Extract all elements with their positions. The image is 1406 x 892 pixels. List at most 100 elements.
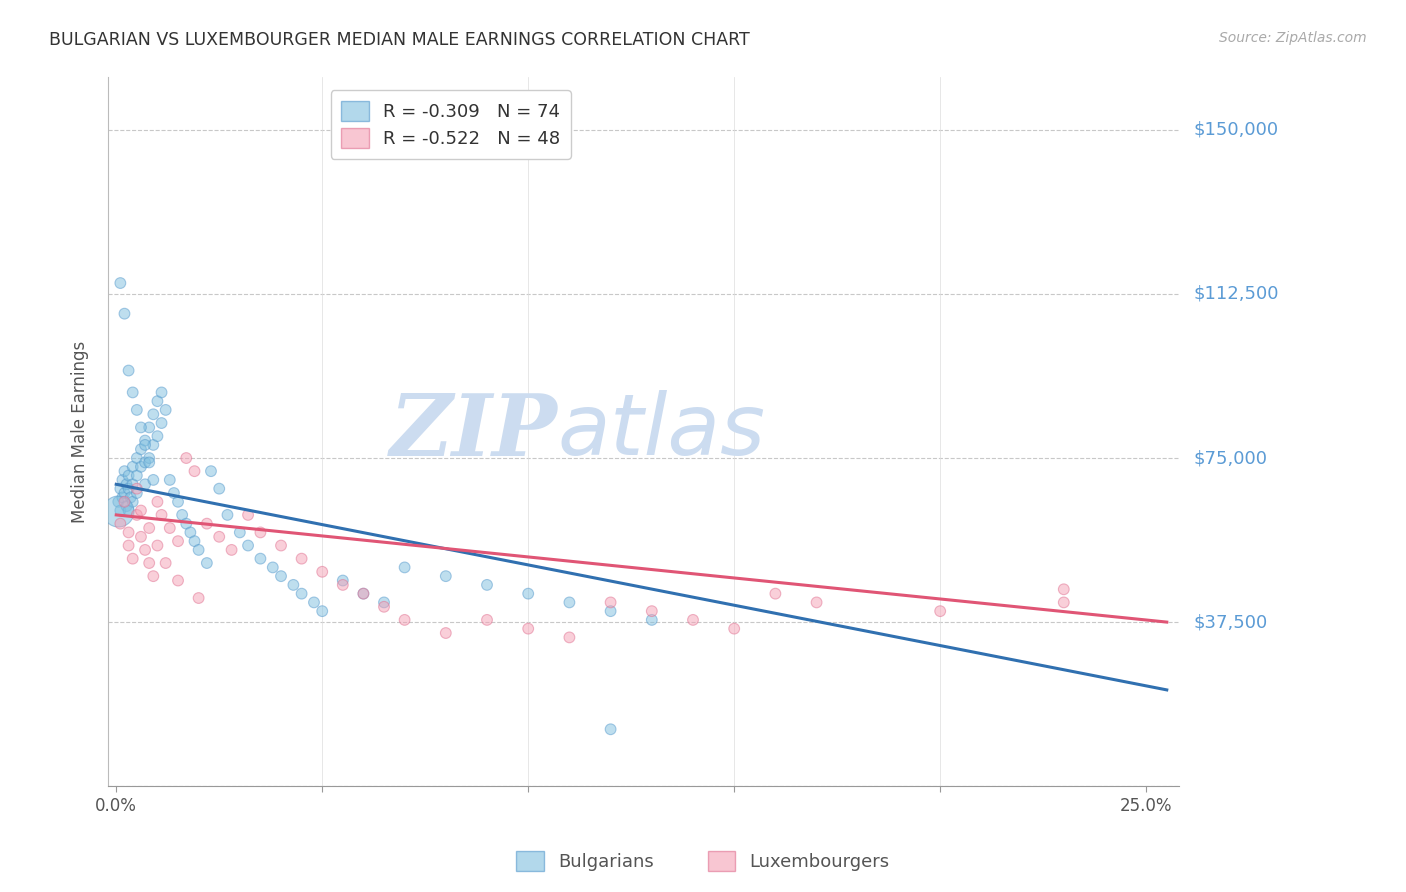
Text: ZIP: ZIP — [389, 390, 558, 474]
Point — [806, 595, 828, 609]
Point — [208, 530, 231, 544]
Point — [249, 525, 271, 540]
Point — [129, 442, 152, 457]
Point — [434, 626, 457, 640]
Point — [517, 587, 540, 601]
Point — [146, 394, 169, 409]
Y-axis label: Median Male Earnings: Median Male Earnings — [72, 341, 89, 523]
Point — [117, 503, 139, 517]
Point — [114, 486, 136, 500]
Point — [129, 459, 152, 474]
Point — [121, 495, 143, 509]
Point — [142, 569, 165, 583]
Point — [641, 604, 664, 618]
Point — [641, 613, 664, 627]
Point — [142, 473, 165, 487]
Point — [302, 595, 325, 609]
Text: atlas: atlas — [558, 391, 766, 474]
Point — [115, 499, 138, 513]
Point — [146, 495, 169, 509]
Point — [163, 486, 186, 500]
Point — [475, 613, 498, 627]
Point — [134, 434, 156, 448]
Point — [172, 508, 194, 522]
Point — [373, 599, 395, 614]
Point — [558, 595, 581, 609]
Point — [599, 595, 621, 609]
Point — [270, 569, 292, 583]
Point — [208, 482, 231, 496]
Point — [125, 450, 148, 465]
Point — [159, 473, 181, 487]
Point — [150, 385, 173, 400]
Point — [200, 464, 222, 478]
Point — [121, 551, 143, 566]
Point — [270, 539, 292, 553]
Point — [249, 551, 271, 566]
Point — [291, 587, 314, 601]
Point — [332, 574, 354, 588]
Point — [187, 542, 209, 557]
Point — [117, 539, 139, 553]
Point — [134, 542, 156, 557]
Point — [682, 613, 704, 627]
Point — [146, 429, 169, 443]
Point — [373, 595, 395, 609]
Point — [117, 468, 139, 483]
Point — [142, 407, 165, 421]
Point — [195, 516, 218, 531]
Point — [763, 587, 786, 601]
Point — [125, 486, 148, 500]
Point — [111, 473, 134, 487]
Text: $75,000: $75,000 — [1194, 449, 1267, 467]
Point — [291, 551, 314, 566]
Point — [121, 477, 143, 491]
Text: $150,000: $150,000 — [1194, 121, 1278, 139]
Point — [125, 482, 148, 496]
Point — [174, 516, 197, 531]
Point — [117, 363, 139, 377]
Point — [174, 450, 197, 465]
Point — [183, 464, 205, 478]
Point — [111, 491, 134, 505]
Point — [129, 530, 152, 544]
Point — [599, 604, 621, 618]
Point — [475, 578, 498, 592]
Point — [195, 556, 218, 570]
Point — [117, 525, 139, 540]
Point — [121, 459, 143, 474]
Point — [150, 416, 173, 430]
Point — [134, 455, 156, 469]
Point — [236, 508, 259, 522]
Point — [1053, 595, 1076, 609]
Point — [187, 591, 209, 605]
Text: Source: ZipAtlas.com: Source: ZipAtlas.com — [1219, 31, 1367, 45]
Point — [114, 307, 136, 321]
Point — [221, 542, 243, 557]
Point — [107, 495, 129, 509]
Point — [155, 556, 177, 570]
Point — [929, 604, 952, 618]
Legend: R = -0.309   N = 74, R = -0.522   N = 48: R = -0.309 N = 74, R = -0.522 N = 48 — [330, 90, 571, 159]
Point — [394, 613, 416, 627]
Point — [138, 450, 160, 465]
Point — [155, 403, 177, 417]
Point — [114, 495, 136, 509]
Point — [179, 525, 201, 540]
Point — [217, 508, 239, 522]
Point — [150, 508, 173, 522]
Point — [517, 622, 540, 636]
Point — [146, 539, 169, 553]
Point — [352, 587, 374, 601]
Point — [110, 503, 132, 517]
Point — [311, 565, 333, 579]
Point — [134, 477, 156, 491]
Point — [138, 556, 160, 570]
Point — [120, 491, 142, 505]
Point — [129, 420, 152, 434]
Text: $37,500: $37,500 — [1194, 613, 1267, 632]
Point — [138, 521, 160, 535]
Legend: Bulgarians, Luxembourgers: Bulgarians, Luxembourgers — [509, 844, 897, 879]
Point — [110, 276, 132, 290]
Point — [167, 574, 190, 588]
